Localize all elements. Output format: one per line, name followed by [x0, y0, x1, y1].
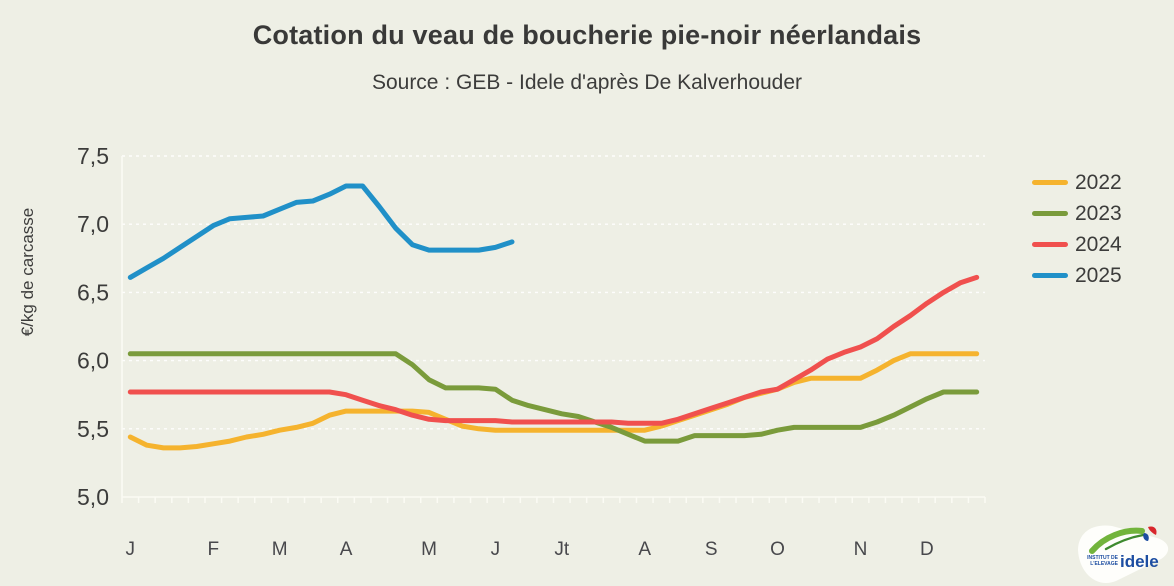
y-tick-label: 5,0	[77, 484, 109, 510]
month-axis-label-J: J	[126, 539, 136, 560]
logo-blue-mark	[1143, 533, 1149, 541]
logo-red-mark	[1148, 526, 1157, 535]
legend-label-2022: 2022	[1075, 171, 1122, 194]
y-tick-label: 5,5	[77, 416, 109, 442]
chart-subtitle: Source : GEB - Idele d'après De Kalverho…	[371, 71, 803, 94]
month-axis-label-D: D	[920, 539, 934, 560]
logo-text-line1: INSTITUT DE	[1087, 555, 1118, 561]
legend-item-2025: 2025	[1032, 260, 1122, 291]
logo-green-swoosh	[1089, 527, 1145, 554]
chart-title: Cotation du veau de boucherie pie-noir n…	[252, 20, 922, 50]
legend-swatch-2024	[1032, 242, 1068, 247]
series-line-2022	[127, 351, 980, 451]
month-axis-label-J: J	[491, 539, 501, 560]
month-axis-label-M: M	[272, 539, 288, 560]
y-tick-label: 7,0	[77, 211, 109, 237]
legend-label-2024: 2024	[1075, 233, 1122, 256]
logo-brand-text: idele	[1120, 552, 1159, 571]
legend-swatch-2022	[1032, 180, 1068, 185]
month-axis-label-Jt: Jt	[554, 539, 570, 560]
y-tick-label: 6,0	[77, 348, 109, 374]
y-axis-title: €/kg de carcasse	[18, 208, 37, 337]
month-axis-label-F: F	[207, 539, 219, 560]
legend-label-2025: 2025	[1075, 264, 1122, 287]
legend-label-2023: 2023	[1075, 202, 1122, 225]
month-axis-label-A: A	[638, 539, 651, 560]
series-line-2025	[127, 183, 515, 280]
series-line-2024	[127, 274, 980, 426]
month-axis-label-M: M	[421, 539, 437, 560]
month-axis-label-S: S	[705, 539, 718, 560]
month-axis-label-A: A	[340, 539, 353, 560]
y-tick-label: 7,5	[77, 143, 109, 169]
idele-logo: INSTITUT DE L'ELEVAGE idele	[1078, 525, 1169, 584]
legend: 2022 2023 2024 2025	[1032, 167, 1122, 291]
y-tick-label: 6,5	[77, 279, 109, 305]
legend-item-2024: 2024	[1032, 229, 1122, 260]
legend-item-2023: 2023	[1032, 198, 1122, 229]
month-axis-label-N: N	[854, 539, 868, 560]
logo-text-line2: L'ELEVAGE	[1090, 561, 1118, 567]
series-line-2023	[127, 351, 980, 444]
month-axis-label-O: O	[770, 539, 785, 560]
legend-item-2022: 2022	[1032, 167, 1122, 198]
legend-swatch-2023	[1032, 211, 1068, 216]
legend-swatch-2025	[1032, 273, 1068, 278]
logo-green-accent	[1104, 533, 1145, 551]
